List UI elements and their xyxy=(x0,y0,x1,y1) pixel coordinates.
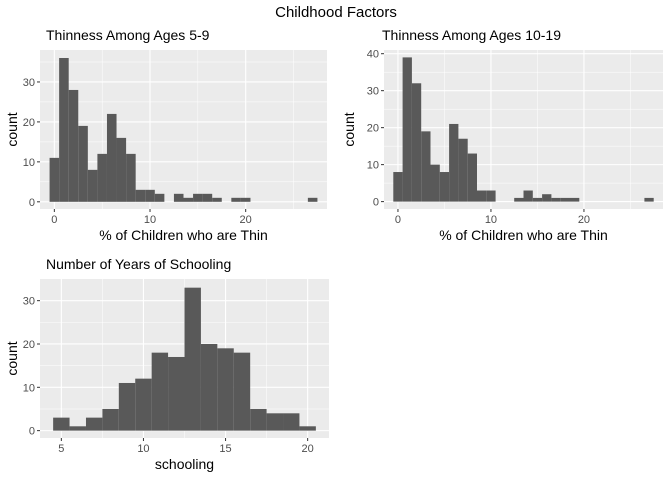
x-tick-label: 0 xyxy=(395,214,401,226)
y-tick-label: 20 xyxy=(23,117,35,129)
histogram-1: 0 10 20 30 0 10 20 Thinness Among Ages 5-9 % of … xyxy=(4,27,327,243)
histogram-bar xyxy=(151,352,169,431)
histogram-bar xyxy=(458,138,468,202)
histogram-bar xyxy=(193,193,203,202)
y-tick-label: 10 xyxy=(367,160,379,172)
histogram-bar xyxy=(551,197,561,202)
y-axis-label: count xyxy=(4,112,20,146)
x-tick-label: 10 xyxy=(485,214,497,226)
histogram-bar xyxy=(644,197,654,202)
histogram-bar xyxy=(212,197,222,202)
histogram-bar xyxy=(145,189,155,202)
figure-title: Childhood Factors xyxy=(275,4,397,21)
histogram-bar xyxy=(233,352,251,431)
histogram-bar xyxy=(135,378,152,431)
histogram-bar xyxy=(85,417,103,431)
y-tick-label: 30 xyxy=(23,296,35,308)
histogram-bar xyxy=(231,197,241,202)
histogram-bar xyxy=(78,125,88,202)
x-axis-label: schooling xyxy=(155,456,214,472)
histogram-bar xyxy=(477,190,487,202)
histogram-bar xyxy=(421,131,431,202)
histogram-bar xyxy=(250,408,267,431)
histogram-bar xyxy=(449,123,459,202)
histogram-bar xyxy=(266,413,284,431)
y-tick-label: 20 xyxy=(367,123,379,135)
histogram-bar xyxy=(53,417,70,431)
plot-title: Thinness Among Ages 5-9 xyxy=(46,27,210,43)
histogram-bar xyxy=(486,190,496,202)
histogram-bar xyxy=(183,197,194,202)
histogram-bar xyxy=(126,153,136,202)
histogram-bar xyxy=(523,190,533,202)
histogram-bar xyxy=(299,426,316,431)
x-tick-label: 20 xyxy=(578,214,590,226)
x-tick-label: 20 xyxy=(240,214,252,226)
histogram-bar xyxy=(173,193,184,202)
histogram-bar xyxy=(217,348,234,431)
y-tick-label: 30 xyxy=(367,86,379,98)
histogram-bar xyxy=(467,153,477,202)
x-tick-label: 0 xyxy=(51,214,57,226)
y-tick-label: 20 xyxy=(23,339,35,351)
histogram-bar xyxy=(202,193,213,202)
histogram-bar xyxy=(184,287,201,431)
x-tick-label: 20 xyxy=(302,443,314,455)
histogram-bar xyxy=(514,197,524,202)
histogram-bar xyxy=(430,164,440,202)
x-tick-label: 10 xyxy=(137,443,149,455)
histogram-2: 0 10 20 30 40 0 10 20 Thinness Among Ages 10-19%… xyxy=(341,27,663,243)
y-tick-label: 10 xyxy=(23,382,35,394)
histogram-bar xyxy=(168,356,185,431)
histogram-bar xyxy=(69,426,86,431)
histogram-bar xyxy=(59,57,69,202)
histogram-bar xyxy=(97,153,107,202)
y-tick-label: 0 xyxy=(373,197,379,209)
histogram-bar xyxy=(135,189,146,202)
histogram-bar xyxy=(560,197,570,202)
plot-title: Thinness Among Ages 10-19 xyxy=(382,27,561,43)
histogram-bar xyxy=(393,172,403,202)
histogram-3: 0 10 20 30 5 10 15 20 Number of Years of Schooli… xyxy=(4,256,329,472)
histogram-bar xyxy=(68,89,79,202)
x-tick-label: 10 xyxy=(144,214,156,226)
histogram-bar xyxy=(200,343,218,431)
plots: 0 10 20 30 0 10 20 Thinness Among Ages 5-9 % of … xyxy=(4,27,663,472)
histogram-bar xyxy=(118,382,136,431)
histogram-bar xyxy=(106,113,117,202)
histogram-bar xyxy=(439,172,450,202)
x-axis-label: % of Children who are Thin xyxy=(99,227,268,243)
histogram-bar xyxy=(116,137,127,202)
y-axis-label: count xyxy=(4,341,20,375)
y-tick-label: 40 xyxy=(367,49,379,61)
histogram-bar xyxy=(402,57,412,202)
histogram-bar xyxy=(307,197,318,202)
plot-title: Number of Years of Schooling xyxy=(46,256,231,272)
histogram-bar xyxy=(240,197,251,202)
x-tick-label: 5 xyxy=(58,443,64,455)
y-tick-label: 10 xyxy=(23,157,35,169)
y-axis-label: count xyxy=(341,112,357,146)
histogram-bar xyxy=(542,194,552,202)
histogram-bar xyxy=(411,83,422,202)
y-tick-label: 30 xyxy=(23,77,35,89)
x-tick-label: 15 xyxy=(219,443,231,455)
histogram-bar xyxy=(532,197,543,202)
histogram-bar xyxy=(283,413,300,431)
histogram-bar xyxy=(87,169,98,202)
x-axis-label: % of Children who are Thin xyxy=(439,227,608,243)
histogram-bar xyxy=(102,408,119,431)
y-tick-label: 0 xyxy=(29,197,35,209)
histogram-bar xyxy=(154,193,165,202)
y-tick-label: 0 xyxy=(29,426,35,438)
histogram-bar xyxy=(570,197,580,202)
histogram-bar xyxy=(49,157,60,202)
